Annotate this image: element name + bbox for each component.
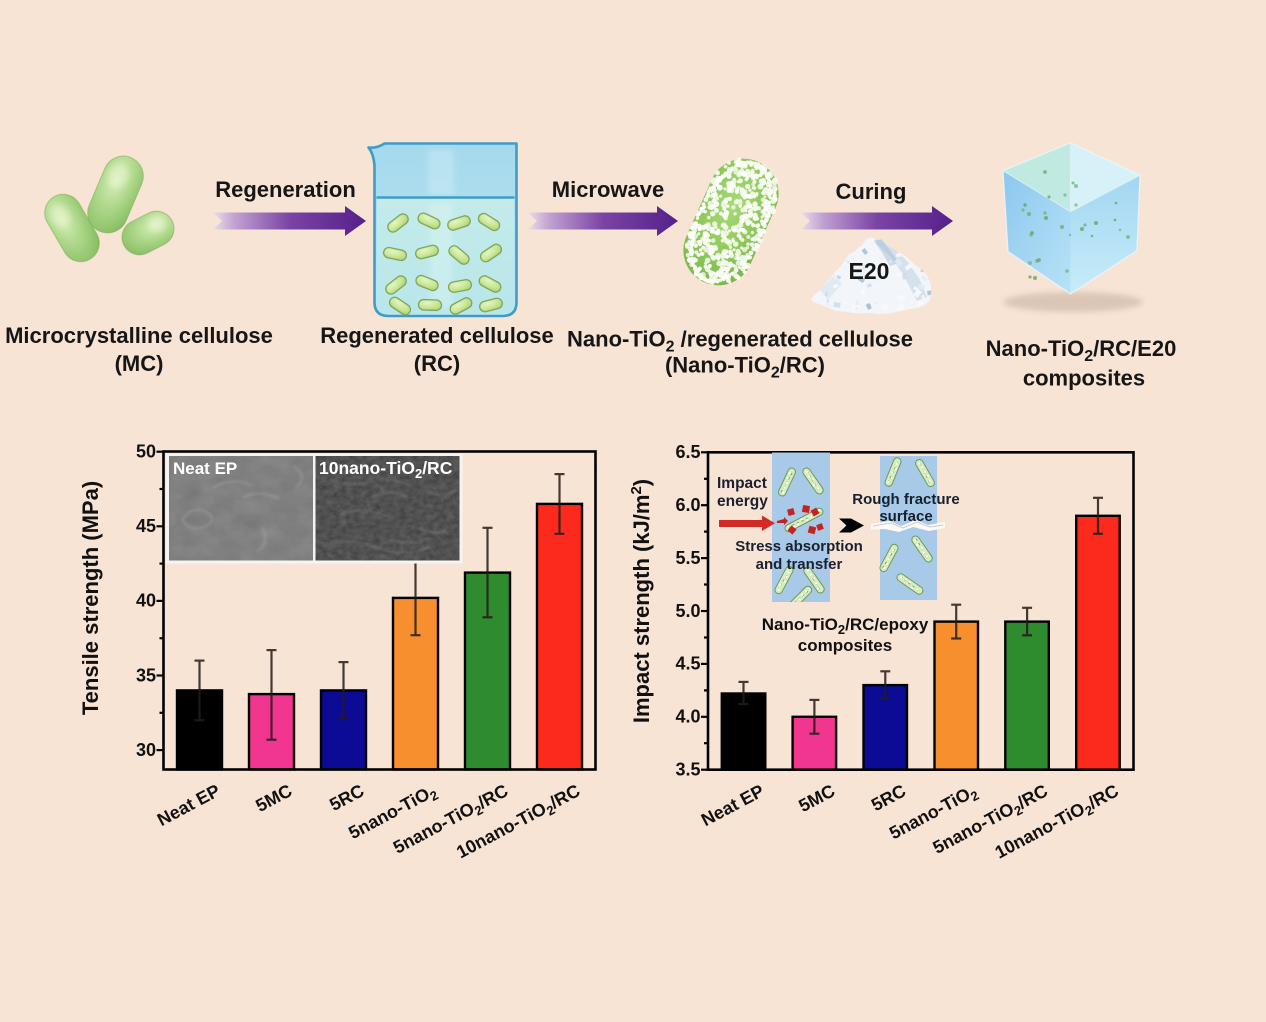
svg-text:Curing: Curing — [836, 179, 907, 204]
svg-text:10nano-TiO2/RC: 10nano-TiO2/RC — [453, 780, 585, 865]
svg-text:3.5: 3.5 — [675, 760, 700, 780]
svg-text:energy: energy — [717, 493, 768, 510]
svg-text:Rough fracture: Rough fracture — [852, 491, 960, 508]
svg-text:surface: surface — [879, 508, 932, 525]
svg-text:Microwave: Microwave — [552, 177, 665, 202]
svg-text:6.5: 6.5 — [675, 442, 700, 462]
svg-text:35: 35 — [136, 665, 156, 685]
svg-text:Impact strength (kJ/m2): Impact strength (kJ/m2) — [628, 479, 654, 723]
svg-text:Microcrystalline cellulose: Microcrystalline cellulose — [5, 323, 273, 348]
svg-text:40: 40 — [136, 591, 156, 611]
svg-text:composites: composites — [1023, 366, 1145, 391]
svg-text:Stress absorption: Stress absorption — [735, 538, 863, 555]
svg-text:10nano-TiO2/RC: 10nano-TiO2/RC — [319, 458, 453, 481]
svg-text:Nano-TiO2 /regenerated cellulo: Nano-TiO2 /regenerated cellulose — [567, 327, 913, 356]
svg-text:50: 50 — [136, 442, 156, 462]
svg-text:Neat EP: Neat EP — [173, 459, 237, 478]
svg-text:5.0: 5.0 — [675, 601, 700, 621]
svg-text:10nano-TiO2/RC: 10nano-TiO2/RC — [992, 781, 1124, 866]
svg-text:Impact: Impact — [717, 475, 767, 492]
svg-text:Tensile strength (MPa): Tensile strength (MPa) — [78, 481, 103, 715]
svg-text:(Nano-TiO2/RC): (Nano-TiO2/RC) — [665, 353, 825, 382]
svg-text:Regeneration: Regeneration — [215, 177, 356, 202]
svg-text:5MC: 5MC — [795, 781, 838, 817]
svg-text:6.0: 6.0 — [675, 495, 700, 515]
svg-text:(RC): (RC) — [414, 351, 460, 376]
svg-text:30: 30 — [136, 740, 156, 760]
svg-text:and transfer: and transfer — [756, 556, 843, 573]
svg-text:Nano-TiO2/RC/epoxy: Nano-TiO2/RC/epoxy — [762, 615, 929, 637]
svg-text:5RC: 5RC — [868, 781, 909, 816]
svg-text:4.5: 4.5 — [675, 654, 700, 674]
svg-text:4.0: 4.0 — [675, 707, 700, 727]
svg-text:Neat EP: Neat EP — [154, 780, 223, 830]
svg-text:45: 45 — [136, 516, 156, 536]
svg-text:Neat EP: Neat EP — [698, 781, 767, 831]
svg-text:E20: E20 — [849, 258, 890, 284]
svg-text:(MC): (MC) — [115, 351, 164, 376]
svg-text:Regenerated cellulose: Regenerated cellulose — [320, 323, 554, 348]
svg-text:5RC: 5RC — [326, 780, 367, 815]
svg-text:Nano-TiO2/RC/E20: Nano-TiO2/RC/E20 — [986, 336, 1177, 365]
svg-text:5.5: 5.5 — [675, 548, 700, 568]
svg-text:composites: composites — [798, 636, 892, 655]
svg-text:5MC: 5MC — [252, 780, 295, 816]
